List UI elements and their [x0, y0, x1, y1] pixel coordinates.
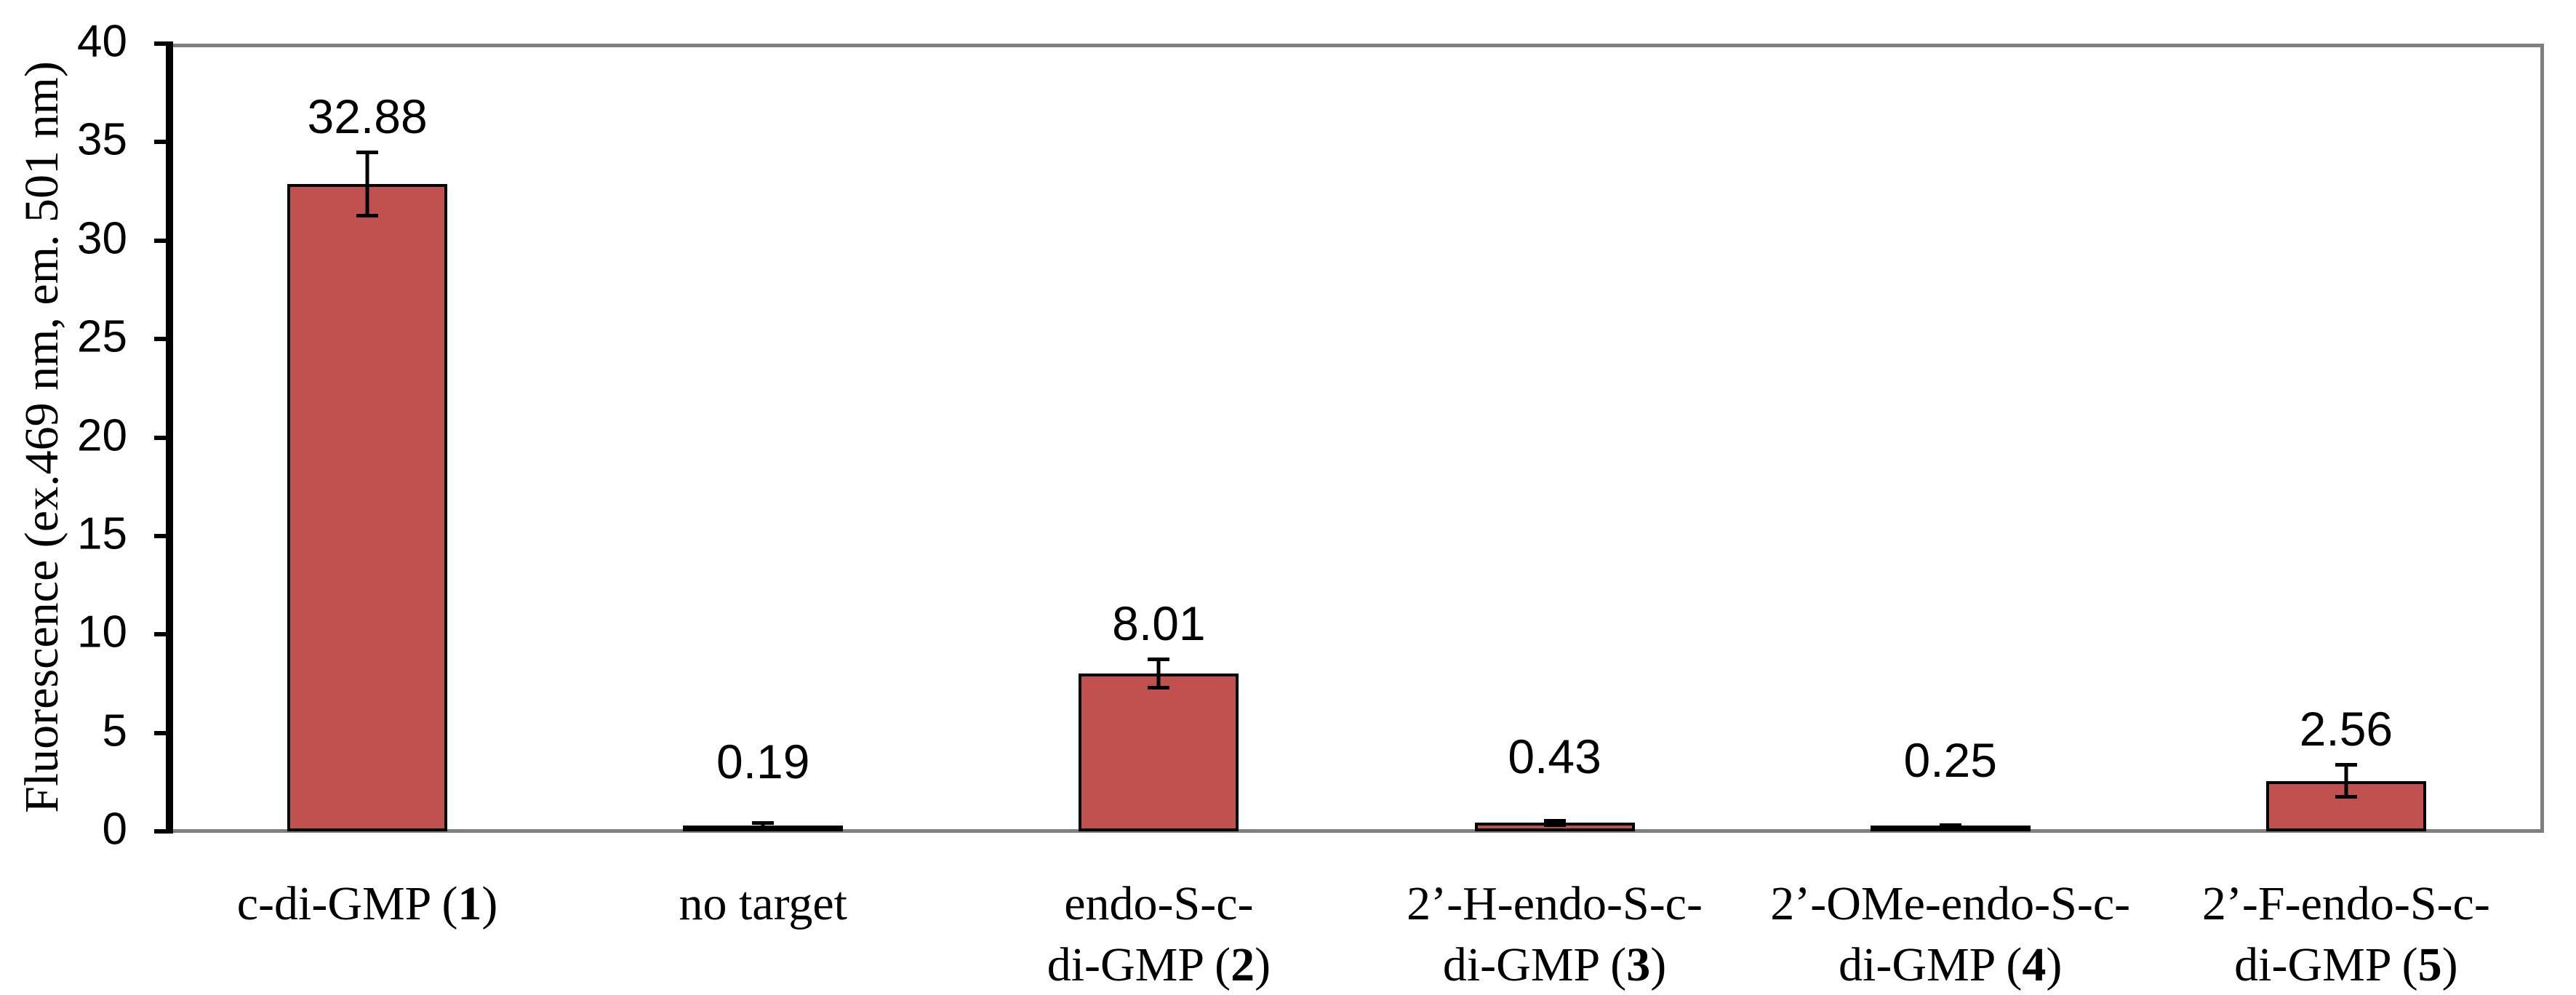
error-bar-cap-bottom [2335, 795, 2357, 799]
x-axis-labels: c-di-GMP (1) no target endo-S-c- di-GMP … [169, 874, 2544, 995]
bar-value-label: 32.88 [307, 89, 428, 143]
bar [287, 183, 448, 831]
y-tick-label: 15 [77, 508, 127, 559]
category-label-line2: di-GMP (3) [1442, 938, 1667, 991]
bar-group: 8.01 [961, 44, 1356, 831]
bar [1079, 674, 1239, 831]
error-bar-stem [1553, 818, 1557, 827]
y-tick-label: 25 [77, 311, 127, 362]
bar-value-label: 0.19 [716, 734, 810, 788]
bar-group: 0.25 [1753, 44, 2148, 831]
category-label: endo-S-c- di-GMP (2) [961, 874, 1356, 995]
error-bar [752, 821, 775, 831]
category-label-line1: 2’-H-endo-S-c- [1407, 877, 1703, 930]
y-tick-label: 5 [102, 706, 127, 756]
y-tick-label: 0 [102, 804, 127, 855]
category-label-line1: 2’-OMe-endo-S-c- [1770, 877, 2131, 930]
error-bar-cap-bottom [1148, 685, 1170, 690]
y-tick-label: 35 [77, 114, 127, 165]
y-tick-mark: 15 [77, 511, 173, 556]
bar-group: 0.43 [1357, 44, 1753, 831]
y-tick-mark: 20 [77, 413, 173, 458]
bar-group: 32.88 [169, 44, 565, 831]
bar-value-label: 2.56 [2299, 702, 2393, 756]
category-label-line1: c-di-GMP (1) [236, 877, 498, 930]
y-tick-label: 10 [77, 607, 127, 658]
y-tick-mark: 5 [103, 708, 173, 754]
error-bar [1148, 658, 1170, 690]
plot-border-right [2540, 44, 2544, 831]
bar-group: 2.56 [2148, 44, 2544, 831]
y-tick-label: 30 [77, 213, 127, 264]
error-bar-cap-bottom [356, 213, 379, 217]
error-bar-cap-bottom [752, 828, 775, 831]
category-label-line2: di-GMP (5) [2234, 938, 2458, 991]
y-tick-mark: 25 [77, 314, 173, 359]
error-bar [1939, 823, 1961, 830]
error-bar-cap-bottom [1939, 826, 1961, 830]
x-axis-baseline [169, 829, 2544, 833]
category-label: no target [565, 874, 961, 995]
category-label-line1: endo-S-c- [1064, 877, 1254, 930]
y-tick-mark: 0 [103, 807, 173, 852]
bar-value-label: 8.01 [1112, 596, 1206, 651]
y-tick-label: 40 [77, 16, 127, 67]
category-label: 2’-OMe-endo-S-c- di-GMP (4) [1753, 874, 2148, 995]
plot-border-top [169, 44, 2544, 47]
category-label: 2’-H-endo-S-c- di-GMP (3) [1356, 874, 1752, 995]
y-tick-mark: 10 [77, 610, 173, 655]
error-bar [1543, 818, 1566, 827]
error-bar [356, 150, 379, 217]
category-label-line2: di-GMP (4) [1839, 938, 2063, 991]
error-bar-stem [761, 821, 765, 831]
category-label: 2’-F-endo-S-c- di-GMP (5) [2148, 874, 2544, 995]
category-label-line1: 2’-F-endo-S-c- [2201, 877, 2490, 930]
y-tick-mark: 35 [77, 117, 173, 162]
error-bar-stem [365, 150, 369, 217]
y-axis-title: Fluorescence (ex.469 nm, em. 501 nm) [15, 61, 68, 813]
category-label: c-di-GMP (1) [169, 874, 565, 995]
y-tick-mark: 40 [77, 19, 173, 64]
y-tick-mark: 30 [77, 216, 173, 261]
error-bar-stem [2344, 763, 2348, 799]
y-tick-label: 20 [77, 410, 127, 461]
bar-group: 0.19 [565, 44, 961, 831]
bar-value-label: 0.25 [1903, 733, 1997, 788]
bar-value-label: 0.43 [1508, 730, 1601, 784]
plot-area: 40 35 30 25 20 15 10 5 0 32.88 0.19 8.01… [77, 19, 2544, 852]
category-label-line1: no target [679, 877, 848, 930]
category-label-line2: di-GMP (2) [1047, 938, 1271, 991]
error-bar [2335, 763, 2357, 799]
error-bar-cap-bottom [1543, 823, 1566, 827]
error-bar-stem [1156, 658, 1161, 690]
